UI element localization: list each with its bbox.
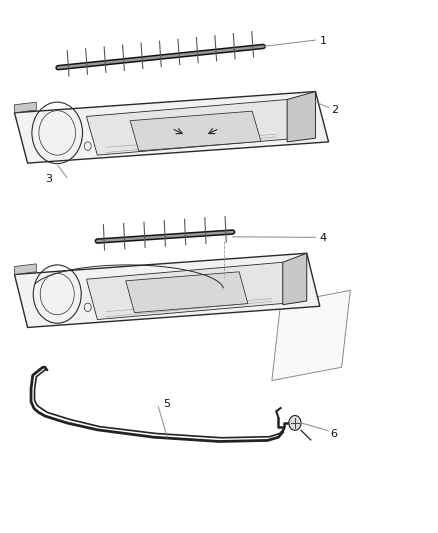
Polygon shape: [125, 272, 247, 313]
Text: 6: 6: [330, 429, 337, 439]
Polygon shape: [282, 253, 306, 305]
Circle shape: [288, 416, 300, 430]
Polygon shape: [14, 102, 36, 113]
Polygon shape: [130, 111, 260, 151]
Polygon shape: [286, 92, 315, 142]
Polygon shape: [14, 264, 36, 274]
Text: 2: 2: [330, 105, 337, 115]
Polygon shape: [86, 100, 297, 155]
Text: 5: 5: [162, 399, 170, 409]
Text: 3: 3: [45, 174, 52, 184]
Text: 4: 4: [319, 233, 326, 244]
Polygon shape: [271, 290, 350, 381]
Polygon shape: [86, 262, 293, 319]
Polygon shape: [14, 253, 319, 327]
Polygon shape: [14, 92, 328, 163]
Text: 1: 1: [319, 36, 326, 46]
